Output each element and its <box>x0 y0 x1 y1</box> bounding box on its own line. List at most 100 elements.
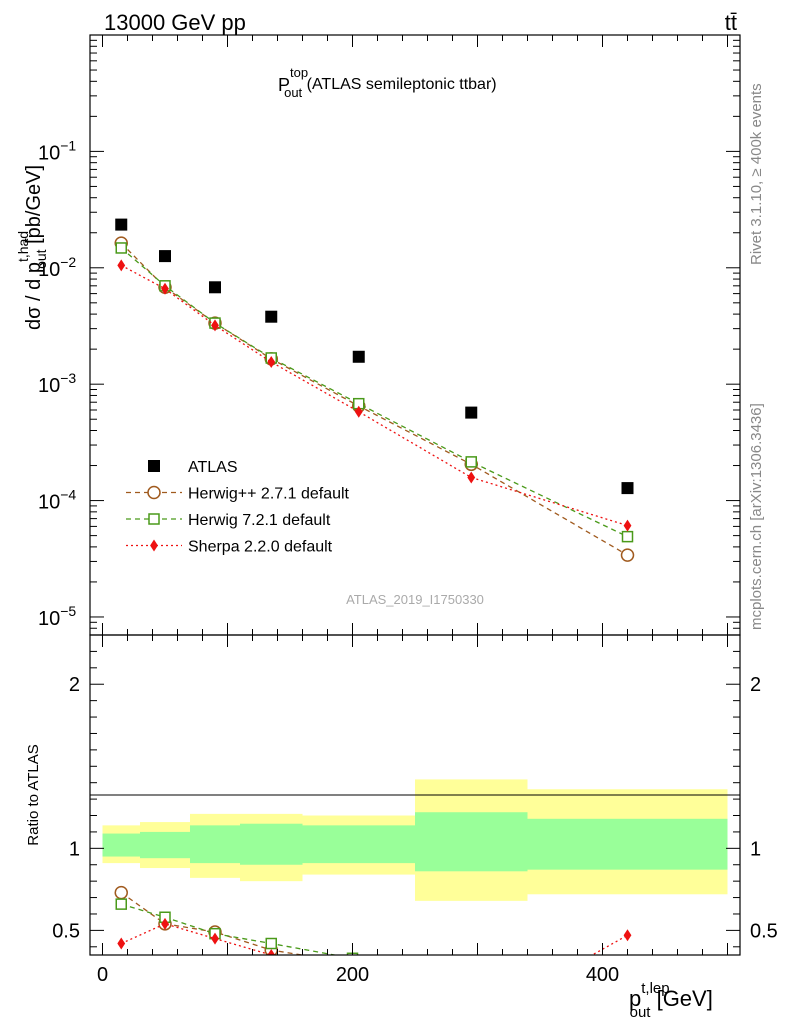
data-point <box>620 548 635 562</box>
legend-marker <box>150 539 158 552</box>
y-tick-label-exp: −1 <box>60 137 76 153</box>
ratio-series-0 <box>114 885 306 955</box>
ratio-point <box>317 960 325 972</box>
ratio-series-line <box>120 923 628 955</box>
ratio-point <box>161 917 169 930</box>
ratio-series-layer <box>114 885 632 972</box>
data-point <box>621 482 634 495</box>
ratio-point <box>574 957 582 969</box>
main-series-0 <box>115 218 634 495</box>
ratio-y-tick-label-right: 2 <box>750 674 761 696</box>
x-axis-label-sub: out <box>630 1004 652 1021</box>
x-axis-label: pt,lep out [GeV] <box>629 980 713 1021</box>
ratio-point <box>115 898 127 910</box>
data-point <box>115 218 128 231</box>
y-tick-label: 10−2 <box>38 254 76 281</box>
data-point <box>354 405 363 418</box>
ratio-band-inner <box>102 833 140 857</box>
main-y-axis-label-post: [pb/GeV] <box>23 165 45 250</box>
y-tick-label-base: 10 <box>38 142 60 164</box>
rivet-label: Rivet 3.1.10, ≥ 400k events <box>748 83 765 265</box>
x-tick-label: 200 <box>336 964 369 986</box>
data-point <box>159 250 171 263</box>
ratio-band-inner <box>415 812 528 872</box>
ratio-y-tick-label-left: 2 <box>69 674 80 696</box>
ratio-band-inner <box>527 818 728 870</box>
ratio-band-inner <box>302 825 415 864</box>
x-axis-label-sup: t,lep <box>641 980 669 997</box>
ratio-point <box>211 932 219 945</box>
x-tick-label: 0 <box>97 964 108 986</box>
ratio-uncertainty-bands <box>102 779 728 901</box>
x-tick-label: 400 <box>586 964 619 986</box>
ratio-y-axis-label: Ratio to ATLAS <box>25 744 42 845</box>
x-axis-label-pre: p <box>629 986 641 1011</box>
data-point <box>265 310 278 323</box>
data-point <box>211 319 219 332</box>
legend: ATLAS Herwig++ 2.7.1 default Herwig 7.2.1 … <box>126 459 350 556</box>
ratio-series-line <box>121 903 339 955</box>
legend-label: ATLAS <box>188 459 238 476</box>
chart-title-sup: top <box>290 65 308 80</box>
main-series-3 <box>117 259 632 532</box>
ratio-point <box>114 885 128 900</box>
data-point <box>465 406 478 419</box>
legend-label: Sherpa 2.2.0 default <box>188 539 333 556</box>
analysis-watermark: ATLAS_2019_I1750330 <box>346 592 484 607</box>
y-tick-label: 10−4 <box>38 487 76 514</box>
main-series-line <box>120 242 628 556</box>
energy-label: 13000 GeV pp <box>104 10 246 35</box>
main-series-layer <box>114 218 635 562</box>
ratio-band-inner <box>190 825 240 864</box>
y-tick-label-base: 10 <box>38 492 60 514</box>
axis-ticks <box>90 34 740 955</box>
main-y-axis-label-pre: dσ / d p <box>23 262 45 330</box>
data-point <box>209 281 221 294</box>
y-tick-label-exp: −5 <box>60 603 76 619</box>
main-y-axis-label-sub: out <box>33 249 49 269</box>
y-tick-label-exp: −2 <box>60 254 76 270</box>
y-tick-label: 10−1 <box>38 137 76 164</box>
y-tick-label-base: 10 <box>38 259 60 281</box>
chart-title-rest: (ATLAS semileptonic ttbar) <box>302 76 496 93</box>
data-point <box>161 282 169 295</box>
y-tick-label-base: 10 <box>38 375 60 397</box>
data-point <box>465 456 477 468</box>
ratio-band-inner <box>140 831 190 859</box>
ratio-series-2 <box>117 917 632 972</box>
data-point <box>117 259 126 272</box>
data-point <box>352 350 365 363</box>
x-axis-label-post: [GeV] <box>650 986 712 1011</box>
ratio-y-tick-label-right: 1 <box>750 838 761 860</box>
ratio-point <box>267 949 276 955</box>
legend-marker <box>147 485 161 500</box>
legend-label: Herwig++ 2.7.1 default <box>188 486 350 503</box>
ratio-point <box>265 937 277 950</box>
data-point <box>115 242 127 254</box>
data-point <box>267 356 276 369</box>
chart-title-main: P <box>278 75 290 95</box>
data-point <box>621 530 634 543</box>
ratio-y-tick-label-right: 0.5 <box>750 920 778 942</box>
main-y-axis-label: dσ / d pt,had out [pb/GeV] <box>15 165 49 330</box>
legend-marker <box>148 460 160 472</box>
ratio-y-tick-label-left: 0.5 <box>52 920 80 942</box>
process-label: tt̄ <box>725 10 737 35</box>
y-tick-label: 10−3 <box>38 370 76 397</box>
y-tick-label-exp: −3 <box>60 370 76 386</box>
chart-title: Ptop out (ATLAS semileptonic ttbar) <box>278 65 497 100</box>
data-point <box>467 471 476 484</box>
legend-label: Herwig 7.2.1 default <box>188 512 331 529</box>
ratio-point <box>623 929 632 942</box>
ratio-band-inner <box>240 823 303 865</box>
y-tick-label-base: 10 <box>38 608 60 630</box>
y-tick-label-exp: −4 <box>60 487 76 503</box>
ratio-point <box>117 937 126 950</box>
chart-title-sub: out <box>284 85 302 100</box>
y-tick-label: 10−5 <box>38 603 76 630</box>
main-y-axis-label-sup: t,had <box>15 231 31 262</box>
ratio-y-tick-label-left: 1 <box>69 838 80 860</box>
data-point <box>623 519 632 532</box>
